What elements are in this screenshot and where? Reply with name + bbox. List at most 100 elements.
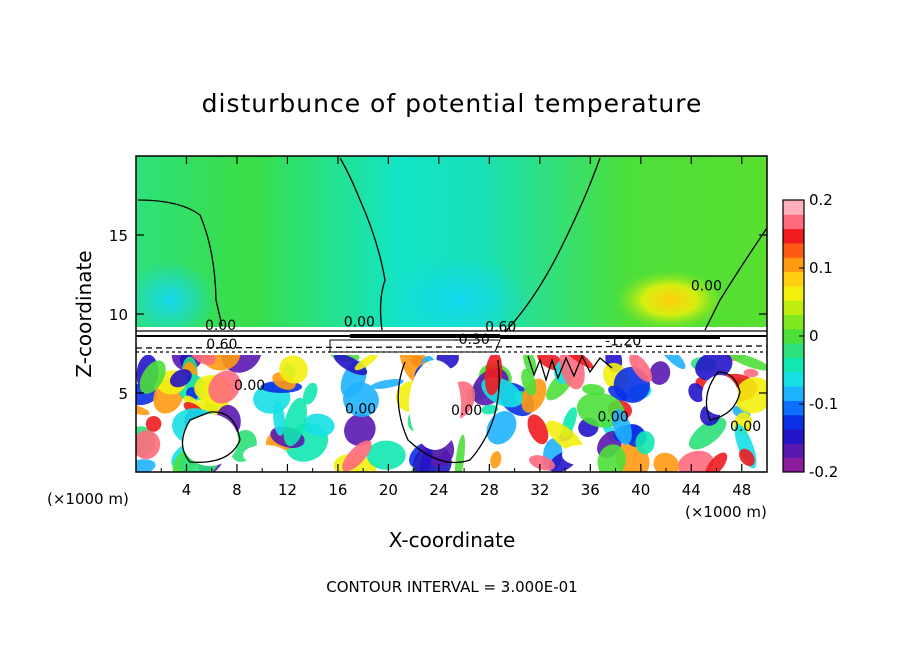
x-tick-label: 12 xyxy=(278,481,297,499)
y-axis-label: Z-coordinate xyxy=(72,250,96,377)
field-patch xyxy=(739,448,755,467)
field-patch xyxy=(481,404,499,415)
field-patch xyxy=(279,355,308,384)
x-tick-label: 28 xyxy=(480,481,499,499)
x-tick-label: 36 xyxy=(581,481,600,499)
field-patch xyxy=(521,368,537,396)
x-tick-label: 32 xyxy=(530,481,549,499)
x-axis: 4 8 12 16 20 24 28 32 36 40 44 48 xyxy=(160,156,751,499)
upper-yellow-patch xyxy=(615,270,725,330)
contour-label: 0.00 xyxy=(234,378,265,394)
field-patch xyxy=(734,377,767,414)
field-patch-white xyxy=(409,360,461,450)
y-tick-label: 10 xyxy=(109,306,128,324)
x-tick-label: 16 xyxy=(328,481,347,499)
contour-labels: 0.00 0.00 0.60 0.60 0.00 0.00 0.00 0.00 0.00 0.00… xyxy=(205,278,761,435)
colorbar-swatch xyxy=(783,357,804,373)
y-tick-label: 5 xyxy=(118,385,128,403)
x-axis-unit: (×1000 m) xyxy=(685,503,767,521)
field-patch xyxy=(743,368,759,378)
field-patch xyxy=(649,361,671,385)
field-patch xyxy=(454,434,466,472)
field-patch xyxy=(354,353,378,371)
field-patch xyxy=(635,430,655,455)
colorbar-swatch xyxy=(783,429,804,444)
contour-label: 0.60 xyxy=(485,319,516,335)
upper-cyan-patch xyxy=(136,260,215,340)
field-patch xyxy=(170,369,192,388)
field-patch xyxy=(302,382,318,405)
colorbar-tick-label: -0.2 xyxy=(809,463,838,481)
colorbar-swatch xyxy=(783,214,804,230)
colorbar-swatch xyxy=(783,300,804,316)
colorbar-swatch xyxy=(783,257,804,273)
chart-title: disturbunce of potential temperature xyxy=(202,89,703,118)
x-tick-label: 20 xyxy=(379,481,398,499)
colorbar-swatch xyxy=(783,285,804,301)
y-tick-label: 15 xyxy=(109,227,128,245)
x-tick-label: 8 xyxy=(232,481,242,499)
contour-label: 0.00 xyxy=(597,409,628,425)
colorbar-swatch xyxy=(783,228,804,244)
contour-label: -1.20 xyxy=(605,334,641,350)
field-patch xyxy=(729,353,767,371)
field-patch-white xyxy=(702,375,738,415)
field-patch xyxy=(344,413,376,446)
x-axis-label: X-coordinate xyxy=(389,528,516,552)
colorbar-swatch xyxy=(783,200,804,215)
colorbar-swatch xyxy=(783,271,804,287)
field-patch xyxy=(611,409,632,445)
field-patch xyxy=(653,452,680,472)
field-patch xyxy=(366,440,406,470)
field-patch xyxy=(677,450,714,472)
x-tick-label: 24 xyxy=(429,481,448,499)
contour-label: 0.00 xyxy=(691,278,722,294)
field-patch xyxy=(303,413,335,437)
y-axis-unit: (×1000 m) xyxy=(47,490,129,508)
contour-label: 0.60 xyxy=(206,337,237,353)
x-tick-label: 40 xyxy=(631,481,650,499)
contour-label: 0.00 xyxy=(205,318,236,334)
contour-interval-note: CONTOUR INTERVAL = 3.000E-01 xyxy=(326,578,577,596)
contour-label: 0.00 xyxy=(451,403,482,419)
field-patch xyxy=(145,416,162,432)
colorbar-tick-label: 0.1 xyxy=(809,259,833,277)
field-patch xyxy=(688,383,705,403)
field-patch xyxy=(688,417,727,450)
field-patch xyxy=(283,397,307,447)
colorbar-tick-label: 0.2 xyxy=(809,191,833,209)
colorbar-swatch xyxy=(783,457,804,473)
colorbar-swatch xyxy=(783,400,804,416)
temperature-field: 0.00 0.00 0.60 0.60 0.00 0.00 0.00 0.00 0.00 0.00… xyxy=(136,156,767,472)
field-patch xyxy=(490,451,502,469)
field-patch xyxy=(629,353,653,383)
field-patch xyxy=(208,370,241,404)
colorbar: -0.2 -0.1 0 0.1 0.2 xyxy=(782,191,838,481)
contour-label: 0.00 xyxy=(345,402,376,418)
field-patch xyxy=(136,430,161,460)
contour-label: -0.30 xyxy=(454,332,490,348)
colorbar-swatch xyxy=(783,386,804,401)
field-patch-white xyxy=(562,445,598,465)
colorbar-swatch xyxy=(783,371,804,387)
field-patch xyxy=(343,382,379,417)
contour-lines xyxy=(136,157,767,464)
field-patch xyxy=(273,401,285,436)
x-tick-label: 48 xyxy=(732,481,751,499)
field-patch-white xyxy=(182,414,238,466)
boundary-band xyxy=(136,327,767,355)
colorbar-tick-label: 0 xyxy=(809,327,819,345)
y-axis: 5 10 15 xyxy=(109,227,767,403)
lower-turbulence-blobs xyxy=(136,331,767,472)
colorbar-swatch xyxy=(783,414,804,430)
colorbar-swatch xyxy=(783,328,804,344)
colorbar-swatch xyxy=(783,314,804,330)
field-patch xyxy=(695,350,733,381)
field-patch xyxy=(608,385,628,402)
field-patch xyxy=(597,444,626,472)
x-tick-label: 4 xyxy=(182,481,192,499)
field-patch xyxy=(527,414,549,445)
field-patch xyxy=(486,411,517,445)
x-tick-label: 44 xyxy=(682,481,701,499)
